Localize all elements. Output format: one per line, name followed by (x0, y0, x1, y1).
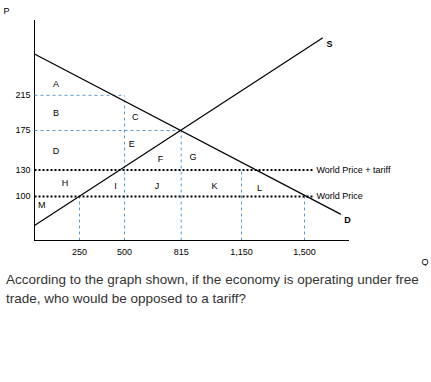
svg-text:215: 215 (15, 90, 30, 100)
svg-text:100: 100 (15, 191, 30, 201)
svg-text:C: C (132, 112, 139, 122)
svg-text:M: M (38, 200, 46, 210)
svg-text:K: K (211, 181, 217, 191)
svg-text:J: J (155, 181, 160, 191)
html-text:According to the graph shown,: According to the graph shown, if the eco… (6, 272, 419, 306)
svg-text:H: H (62, 178, 69, 188)
svg-text:P: P (4, 6, 10, 16)
svg-text:D: D (53, 146, 60, 156)
svg-text:B: B (53, 108, 59, 118)
svg-text:E: E (129, 139, 135, 149)
svg-text:Q: Q (421, 257, 428, 267)
svg-text:F: F (158, 154, 164, 164)
svg-text:World Price + tariff: World Price + tariff (317, 165, 391, 175)
svg-text:815: 815 (174, 247, 189, 257)
svg-text:1,150: 1,150 (230, 247, 253, 257)
svg-text:500: 500 (117, 247, 132, 257)
svg-text:I: I (114, 181, 117, 191)
svg-text:1,500: 1,500 (293, 247, 316, 257)
svg-text:A: A (53, 79, 59, 89)
svg-text:World Price: World Price (317, 191, 363, 201)
svg-text:G: G (189, 152, 196, 162)
svg-text:S: S (326, 39, 332, 49)
svg-text:130: 130 (15, 165, 30, 175)
svg-text:250: 250 (72, 247, 87, 257)
svg-text:175: 175 (15, 125, 30, 135)
svg-text:L: L (257, 183, 262, 193)
svg-text:D: D (344, 215, 351, 225)
